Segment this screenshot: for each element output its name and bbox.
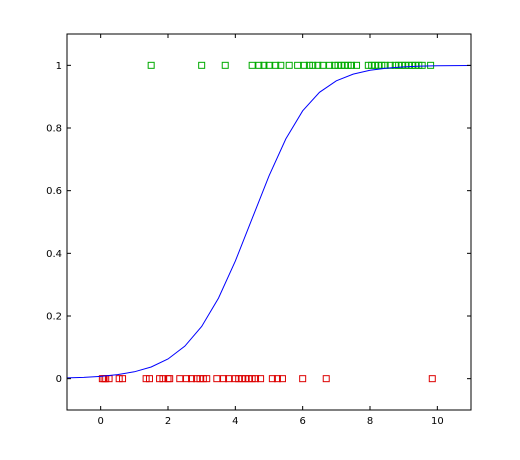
class-1-point [294, 61, 302, 69]
class-1-point [277, 61, 285, 69]
x-tick-label: 2 [165, 416, 171, 427]
x-tick-label: 6 [299, 416, 305, 427]
class-0-point [299, 375, 307, 383]
class-1-point [285, 61, 293, 69]
class-0-point [252, 375, 260, 383]
y-tick-label: 0 [56, 374, 62, 385]
y-tick-label: 0.4 [46, 249, 62, 260]
class-1-point [319, 61, 327, 69]
class-1-point [326, 61, 334, 69]
class-0-point [176, 375, 184, 383]
class-1-point [353, 61, 361, 69]
class-0-point [225, 375, 233, 383]
class-0-point [428, 375, 436, 383]
class-1-point [198, 61, 206, 69]
class-0-point [322, 375, 330, 383]
x-tick-label: 10 [431, 416, 444, 427]
class-1-point [147, 61, 155, 69]
class-0-point [119, 375, 127, 383]
class-0-point [159, 375, 167, 383]
class-1-point [265, 61, 273, 69]
class-1-point [427, 61, 435, 69]
class-0-point [166, 375, 174, 383]
class-1-point [314, 61, 322, 69]
y-tick-label: 0.8 [46, 124, 62, 135]
class-0-point [220, 375, 228, 383]
class-0-point [268, 375, 276, 383]
class-1-point [418, 61, 426, 69]
class-1-point [272, 61, 280, 69]
class-0-point [145, 375, 153, 383]
class-0-point [188, 375, 196, 383]
class-1-point [300, 61, 308, 69]
x-tick-label: 4 [232, 416, 238, 427]
class-1-point [221, 61, 229, 69]
y-tick-label: 0.6 [46, 186, 62, 197]
class-1-point [309, 61, 317, 69]
y-tick-label: 1 [56, 61, 62, 72]
class-1-point [255, 61, 263, 69]
class-0-point [278, 375, 286, 383]
class-0-point [203, 375, 211, 383]
class-0-point [273, 375, 281, 383]
class-1-point [260, 61, 268, 69]
class-1-point [347, 61, 355, 69]
class-1-point [248, 61, 256, 69]
class-0-point [257, 375, 265, 383]
x-tick-label: 0 [97, 416, 103, 427]
y-tick-label: 0.2 [46, 312, 62, 323]
class-0-point [213, 375, 221, 383]
class-0-point [183, 375, 191, 383]
axes-box [66, 33, 472, 411]
x-tick-label: 8 [367, 416, 373, 427]
fit-curve-line [67, 64, 471, 379]
